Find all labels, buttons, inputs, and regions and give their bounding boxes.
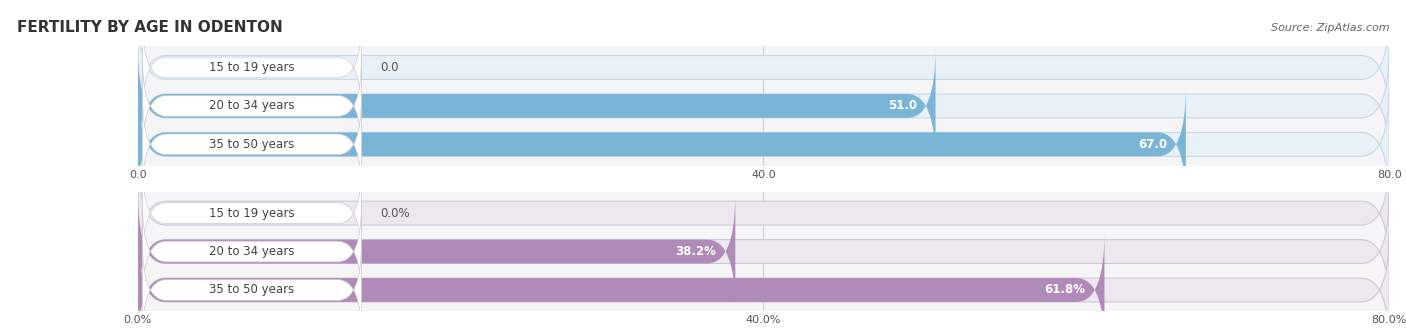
FancyBboxPatch shape: [138, 49, 1389, 163]
FancyBboxPatch shape: [142, 20, 361, 115]
FancyBboxPatch shape: [142, 97, 361, 192]
Text: FERTILITY BY AGE IN ODENTON: FERTILITY BY AGE IN ODENTON: [17, 20, 283, 35]
Text: 38.2%: 38.2%: [676, 245, 717, 258]
Text: 67.0: 67.0: [1137, 138, 1167, 151]
FancyBboxPatch shape: [138, 156, 1389, 270]
FancyBboxPatch shape: [138, 194, 1389, 309]
Text: Source: ZipAtlas.com: Source: ZipAtlas.com: [1271, 23, 1389, 33]
FancyBboxPatch shape: [138, 87, 1389, 202]
FancyBboxPatch shape: [138, 10, 1389, 125]
Text: 0.0: 0.0: [380, 61, 399, 74]
Text: 20 to 34 years: 20 to 34 years: [209, 245, 295, 258]
FancyBboxPatch shape: [142, 166, 361, 260]
FancyBboxPatch shape: [138, 194, 735, 309]
FancyBboxPatch shape: [142, 243, 361, 331]
Text: 35 to 50 years: 35 to 50 years: [209, 138, 295, 151]
Text: 15 to 19 years: 15 to 19 years: [209, 61, 295, 74]
FancyBboxPatch shape: [138, 87, 1185, 202]
Text: 51.0: 51.0: [887, 99, 917, 113]
Text: 35 to 50 years: 35 to 50 years: [209, 283, 295, 297]
Text: 20 to 34 years: 20 to 34 years: [209, 99, 295, 113]
FancyBboxPatch shape: [142, 204, 361, 299]
FancyBboxPatch shape: [142, 59, 361, 153]
Text: 0.0%: 0.0%: [380, 207, 411, 220]
Text: 61.8%: 61.8%: [1045, 283, 1085, 297]
FancyBboxPatch shape: [138, 233, 1105, 331]
Text: 15 to 19 years: 15 to 19 years: [209, 207, 295, 220]
FancyBboxPatch shape: [138, 49, 935, 163]
FancyBboxPatch shape: [138, 233, 1389, 331]
